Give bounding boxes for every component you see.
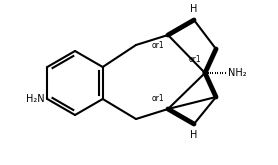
Text: H: H xyxy=(190,4,198,14)
Text: or1: or1 xyxy=(152,41,164,50)
Text: NH₂: NH₂ xyxy=(228,68,247,78)
Text: or1: or1 xyxy=(188,55,201,64)
Text: H₂N: H₂N xyxy=(26,94,44,104)
Text: H: H xyxy=(190,130,198,140)
Text: or1: or1 xyxy=(152,94,164,103)
